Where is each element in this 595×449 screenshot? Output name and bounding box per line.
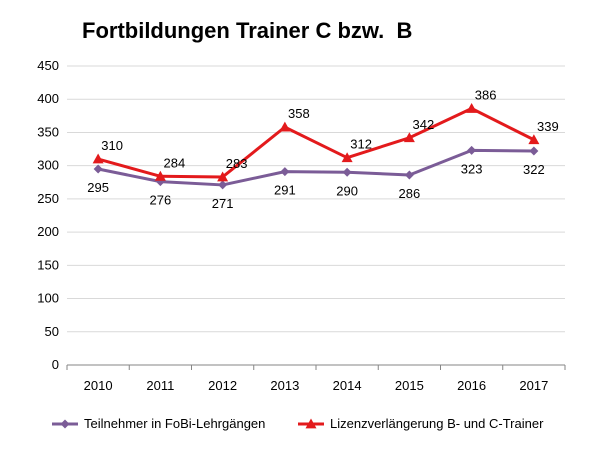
grid-lines xyxy=(67,65,565,333)
data-point xyxy=(342,167,352,177)
data-label: 295 xyxy=(87,180,109,195)
y-tick-label: 100 xyxy=(37,291,59,306)
legend: Teilnehmer in FoBi-Lehrgängen Lizenzverlä… xyxy=(52,416,544,431)
y-tick-label: 250 xyxy=(37,191,59,206)
y-tick-label: 0 xyxy=(52,357,59,372)
x-tick-label: 2017 xyxy=(519,378,548,393)
data-label: 322 xyxy=(523,162,545,177)
data-label: 286 xyxy=(399,186,421,201)
data-point xyxy=(529,146,539,156)
legend-item-2: Lizenzverlängerung B- und C-Trainer xyxy=(298,416,544,431)
legend-label: Teilnehmer in FoBi-Lehrgängen xyxy=(84,416,265,431)
data-label: 323 xyxy=(461,161,483,176)
data-point xyxy=(279,121,291,132)
chart-title: Fortbildungen Trainer C bzw. B xyxy=(82,18,412,43)
legend-label: Lizenzverlängerung B- und C-Trainer xyxy=(330,416,544,431)
y-tick-label: 150 xyxy=(37,257,59,272)
data-label: 339 xyxy=(537,119,559,134)
series-line xyxy=(97,148,534,187)
data-labels: 295 276 271 291 290 286 323 322 310 284 283 358 312 3… xyxy=(87,88,558,211)
data-label: 284 xyxy=(164,155,186,170)
data-label: 310 xyxy=(101,138,123,153)
data-point xyxy=(92,153,104,164)
data-point xyxy=(404,170,414,180)
x-tick-label: 2016 xyxy=(457,378,486,393)
legend-marker xyxy=(305,418,317,429)
legend-marker xyxy=(60,419,70,429)
y-tick-label: 400 xyxy=(37,91,59,106)
data-point xyxy=(280,167,290,177)
data-point xyxy=(217,171,229,182)
data-point xyxy=(93,164,103,174)
data-label: 283 xyxy=(226,156,248,171)
data-point xyxy=(467,145,477,155)
series-1 xyxy=(93,145,539,190)
x-tick-label: 2014 xyxy=(333,378,362,393)
axes: 0 50 100 150 200 250 300 350 400 450 2010 2011 2012 2… xyxy=(37,58,566,393)
y-tick-label: 350 xyxy=(37,124,59,139)
data-label: 386 xyxy=(475,88,497,103)
legend-item-1: Teilnehmer in FoBi-Lehrgängen xyxy=(52,416,265,431)
data-label: 271 xyxy=(212,196,234,211)
data-point xyxy=(466,103,478,113)
data-point xyxy=(154,170,166,181)
data-point xyxy=(341,152,353,163)
data-label: 276 xyxy=(150,193,172,208)
series-2 xyxy=(92,103,540,182)
series-layer xyxy=(92,103,540,190)
y-tick-label: 300 xyxy=(37,158,59,173)
y-tick-label: 50 xyxy=(45,324,59,339)
x-tick-label: 2011 xyxy=(146,378,174,393)
x-tick-label: 2010 xyxy=(84,378,113,393)
x-tick-label: 2012 xyxy=(208,378,237,393)
data-point xyxy=(218,180,228,190)
data-point xyxy=(528,134,540,145)
data-label: 291 xyxy=(274,183,296,198)
data-label: 342 xyxy=(413,117,435,132)
data-point xyxy=(403,132,415,143)
x-tick-label: 2015 xyxy=(395,378,424,393)
y-tick-label: 200 xyxy=(37,224,59,239)
series-line xyxy=(97,107,535,179)
data-label: 290 xyxy=(336,183,358,198)
data-label: 358 xyxy=(288,106,310,121)
y-tick-label: 450 xyxy=(37,58,59,73)
data-label: 312 xyxy=(350,137,372,152)
x-tick-label: 2013 xyxy=(270,378,299,393)
